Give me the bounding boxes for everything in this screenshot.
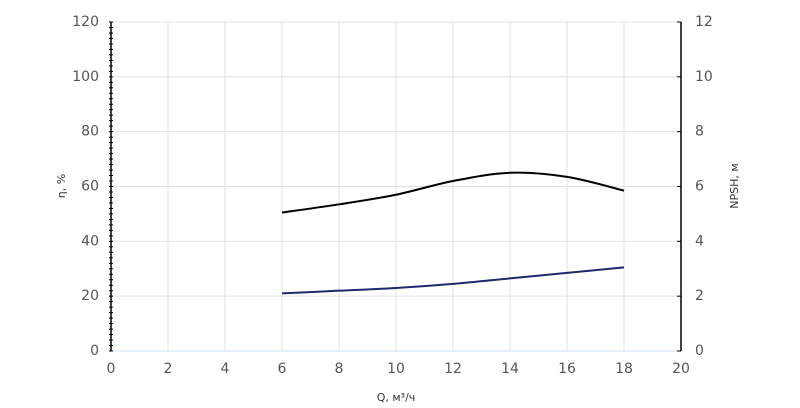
y2-tick-label: 0	[695, 343, 704, 359]
x-tick-label: 20	[672, 361, 690, 377]
y2-tick-label: 4	[695, 233, 704, 249]
y2-tick-label: 12	[695, 14, 713, 30]
x-tick-label: 0	[107, 361, 116, 377]
x-tick-label: 14	[501, 361, 519, 377]
y2-tick-label: 8	[695, 124, 704, 140]
y-tick-label: 0	[90, 343, 99, 359]
x-tick-label: 16	[558, 361, 576, 377]
x-axis-label: Q, м³/ч	[377, 391, 416, 404]
y-tick-label: 80	[81, 124, 99, 140]
series-line	[281, 266, 625, 295]
y-tick-label: 20	[81, 288, 99, 304]
x-tick-label: 18	[615, 361, 633, 377]
y-tick-label: 100	[72, 69, 99, 85]
x-tick-label: 12	[444, 361, 462, 377]
y-axis-label: η, %	[55, 174, 68, 198]
y-tick-label: 40	[81, 233, 99, 249]
x-tick-label: 2	[164, 361, 173, 377]
series-line	[281, 171, 625, 214]
x-tick-label: 8	[335, 361, 344, 377]
y-tick-label: 60	[81, 179, 99, 195]
y2-tick-label: 6	[695, 179, 704, 195]
y2-axis-label: NPSH, м	[728, 163, 741, 208]
y2-tick-label: 2	[695, 288, 704, 304]
y2-tick-label: 10	[695, 69, 713, 85]
x-tick-label: 10	[387, 361, 405, 377]
x-tick-label: 4	[221, 361, 230, 377]
x-tick-label: 6	[278, 361, 287, 377]
y-tick-label: 120	[72, 14, 99, 30]
